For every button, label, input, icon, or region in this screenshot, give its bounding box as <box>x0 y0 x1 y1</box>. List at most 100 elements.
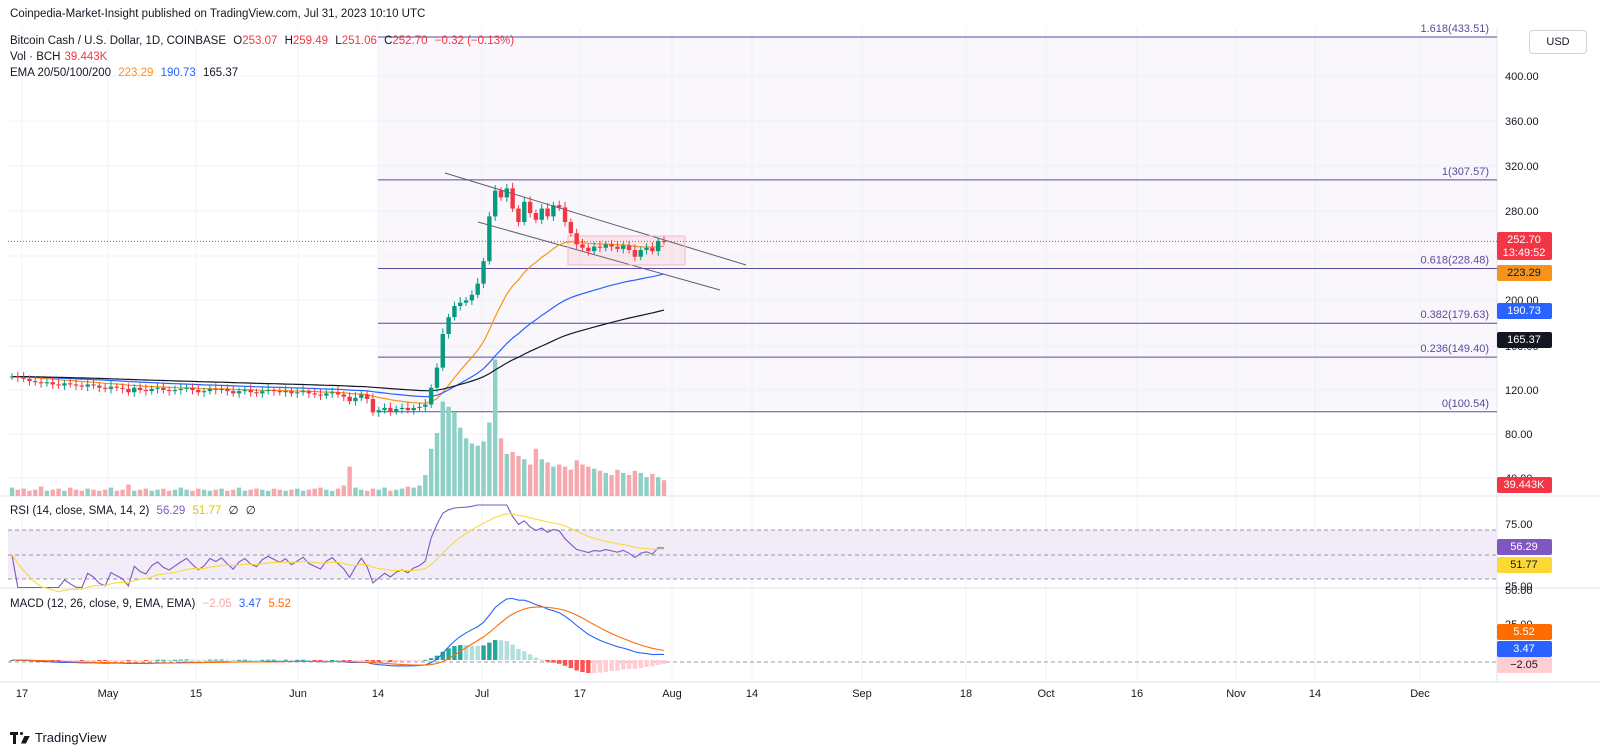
macd-histogram-bar <box>143 660 149 661</box>
volume-bar <box>149 490 154 496</box>
symbol-title[interactable]: Bitcoin Cash / U.S. Dollar, 1D, COINBASE <box>10 35 227 47</box>
macd-histogram-bar <box>382 660 387 662</box>
macd-histogram-bar <box>225 659 230 661</box>
macd-histogram-bar <box>376 660 381 662</box>
candle-body <box>446 317 451 334</box>
rsi-title[interactable]: RSI (14, close, SMA, 14, 2) <box>10 505 150 517</box>
macd-histogram-bar <box>364 660 370 661</box>
price-tick-label: 120.00 <box>1505 385 1539 397</box>
candle-body <box>609 244 614 247</box>
macd-hist-badge-text: −2.05 <box>1510 659 1538 671</box>
volume-label[interactable]: Vol · BCH <box>10 51 61 63</box>
macd-histogram-bar <box>440 651 445 660</box>
time-tick-label: 14 <box>1309 688 1321 700</box>
price-tick-label: 400.00 <box>1505 71 1539 83</box>
close-value: 252.70 <box>392 35 428 47</box>
rsi-sma-badge-text: 51.77 <box>1510 559 1538 571</box>
volume-bar <box>231 489 236 496</box>
volume-value: 39.443K <box>64 51 108 63</box>
rsi-sma-line <box>11 513 665 593</box>
macd-histogram-bar <box>591 660 597 673</box>
ema-legend: EMA 20/50/100/200 223.29 190.73 165.37 <box>10 66 242 80</box>
candle-body <box>9 376 15 378</box>
price-tick-label: 80.00 <box>1505 429 1533 441</box>
candle-body <box>603 244 608 248</box>
candle-body <box>626 245 632 250</box>
volume-bar <box>15 489 21 496</box>
candle-body <box>289 391 294 394</box>
volume-bar <box>568 469 574 496</box>
macd-histogram-bar <box>463 645 469 660</box>
volume-bar <box>126 484 131 496</box>
volume-bar <box>306 489 312 496</box>
macd-histogram-bar <box>207 659 213 661</box>
macd-histogram-bar <box>68 660 73 661</box>
change-value: −0.32 (−0.13%) <box>434 35 515 47</box>
macd-histogram-bar <box>271 659 277 661</box>
candle-body <box>62 383 67 386</box>
candle-body <box>359 394 364 398</box>
macd-histogram-bar <box>172 659 178 661</box>
macd-histogram-bar <box>312 660 317 661</box>
ema20-badge-bg <box>1497 265 1552 281</box>
macd-histogram-bar <box>434 655 440 660</box>
candle-body <box>388 407 393 412</box>
price-tick-label: 360.00 <box>1505 116 1539 128</box>
ema-label[interactable]: EMA 20/50/100/200 <box>10 67 112 79</box>
currency-button[interactable]: USD <box>1529 30 1587 54</box>
candle-body <box>516 208 521 222</box>
volume-bar <box>38 486 44 496</box>
macd-histogram-bar <box>190 659 195 661</box>
candle-body <box>196 390 201 393</box>
macd-histogram-bar <box>341 660 347 661</box>
volume-bar <box>172 489 178 496</box>
candle-body <box>132 387 137 393</box>
volume-bar <box>21 488 26 496</box>
candle-body <box>370 398 376 413</box>
candle-body <box>335 392 341 395</box>
ema50-value: 190.73 <box>160 67 196 79</box>
candle-body <box>277 391 282 393</box>
rsi-tick-label: 25.00 <box>1505 581 1533 593</box>
volume-bar <box>504 454 510 496</box>
macd-title[interactable]: MACD (12, 26, close, 9, EMA, EMA) <box>10 598 196 610</box>
macd-histogram-bar <box>644 660 649 667</box>
macd-histogram-bar <box>586 660 591 674</box>
candle-body <box>73 384 79 386</box>
candle-body <box>353 397 358 402</box>
candle-body <box>498 190 504 198</box>
candle-body <box>143 390 149 392</box>
macd-histogram-bar <box>260 659 265 661</box>
macd-histogram-bar <box>452 646 457 660</box>
macd-histogram-bar <box>161 659 166 661</box>
candle-body <box>376 410 381 413</box>
volume-bar <box>102 489 108 496</box>
candle-body <box>120 387 125 389</box>
macd-histogram-bar <box>638 660 643 668</box>
rsi-sma-badge-bg <box>1497 557 1552 573</box>
rsi-legend: RSI (14, close, SMA, 14, 2) 56.29 51.77 … <box>10 504 260 518</box>
macd-histogram-bar <box>574 660 579 671</box>
fib-level-label: 0.236(149.40) <box>1421 343 1490 355</box>
macd-histogram-bar <box>248 659 253 661</box>
ema50-badge-bg <box>1497 303 1552 319</box>
macd-histogram-bar <box>417 660 422 661</box>
candle-body <box>178 388 184 390</box>
candle-body <box>557 205 562 208</box>
candle-body <box>463 300 469 303</box>
volume-bar <box>487 422 492 496</box>
ema100-badge-text: 165.37 <box>1507 334 1541 346</box>
rsi-tick-label: 75.00 <box>1505 519 1533 531</box>
ema20-value: 223.29 <box>118 67 154 79</box>
macd-histogram-bar <box>353 660 358 661</box>
candle-body <box>225 388 230 392</box>
rsi-value: 56.29 <box>156 505 186 517</box>
macd-signal-line <box>12 606 665 666</box>
volume-bar <box>382 487 387 496</box>
volume-bar <box>236 487 242 496</box>
volume-bar <box>277 489 282 496</box>
macd-hist-badge-bg <box>1497 657 1552 673</box>
candle-body <box>632 250 638 257</box>
macd-histogram-bar <box>79 660 85 661</box>
